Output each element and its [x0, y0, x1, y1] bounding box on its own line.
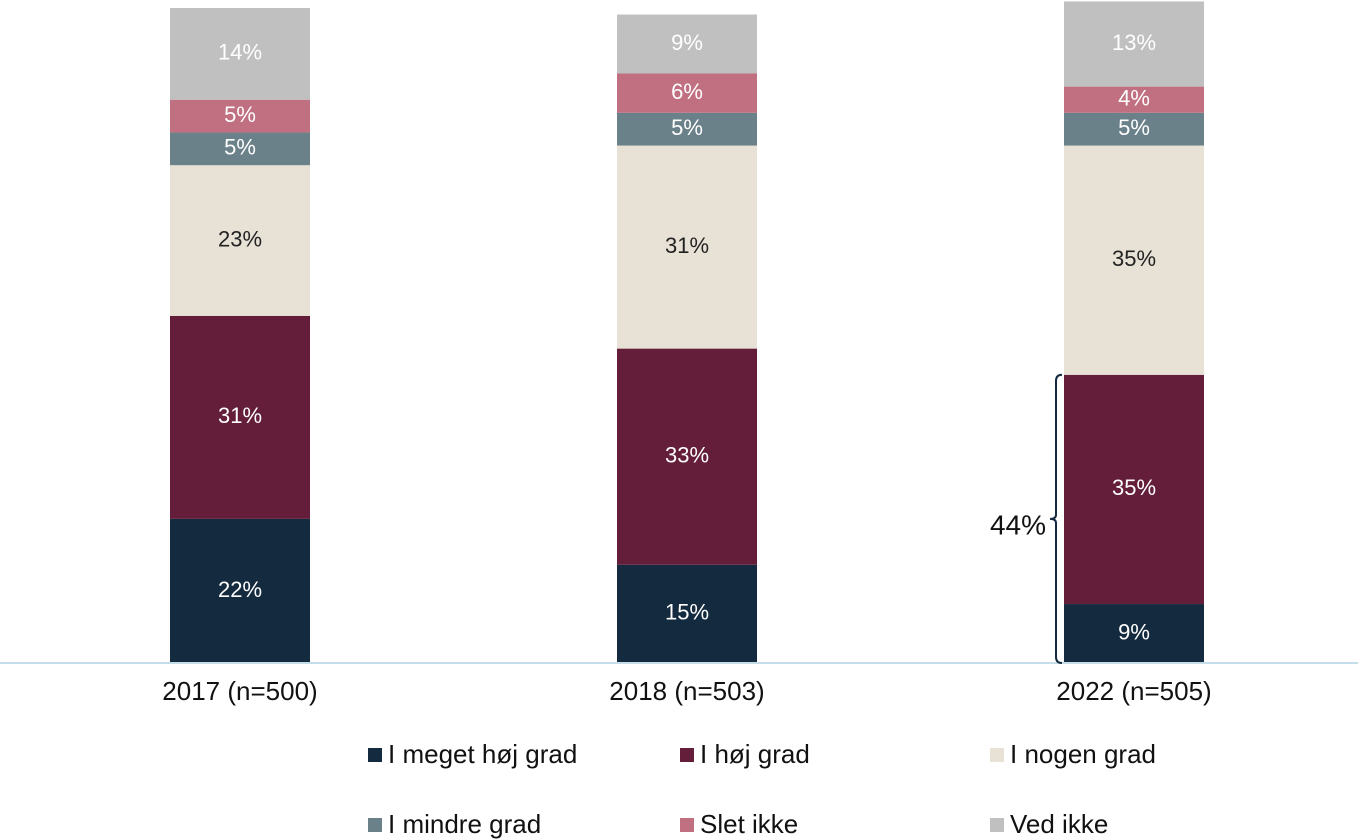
- legend-label: I meget høj grad: [388, 739, 577, 769]
- legend-swatch: [368, 818, 382, 832]
- legend-swatch: [680, 748, 694, 762]
- value-label: 5%: [671, 115, 703, 140]
- bar-segment: [170, 8, 310, 100]
- x-tick-label: 2018 (n=503): [609, 676, 764, 706]
- x-tick-label: 2017 (n=500): [162, 676, 317, 706]
- value-label: 22%: [218, 577, 262, 602]
- value-label: 31%: [218, 403, 262, 428]
- bar-segment: [1064, 1, 1204, 87]
- value-label: 9%: [1118, 619, 1150, 644]
- value-label: 33%: [665, 442, 709, 467]
- bar-segment: [617, 73, 757, 113]
- legend-label: I nogen grad: [1010, 739, 1156, 769]
- value-label: 35%: [1112, 475, 1156, 500]
- value-label: 5%: [224, 135, 256, 160]
- bar-segment: [1064, 145, 1204, 375]
- value-label: 5%: [224, 102, 256, 127]
- value-label: 9%: [671, 30, 703, 55]
- bar-segment: [617, 348, 757, 565]
- bar-segment: [1064, 86, 1204, 113]
- value-label: 15%: [665, 600, 709, 625]
- bar-segment: [1064, 374, 1204, 605]
- legend-swatch: [680, 818, 694, 832]
- bar-segment: [1064, 112, 1204, 146]
- value-label: 5%: [1118, 115, 1150, 140]
- legend-swatch: [990, 818, 1004, 832]
- legend-swatch: [368, 748, 382, 762]
- bar-segment: [170, 315, 310, 519]
- bar-segment: [170, 165, 310, 316]
- x-tick-label: 2022 (n=505): [1056, 676, 1211, 706]
- value-label: 4%: [1118, 86, 1150, 111]
- bar-segment: [617, 14, 757, 74]
- value-label: 23%: [218, 226, 262, 251]
- bracket: [1049, 373, 1063, 664]
- legend-label: Slet ikke: [700, 809, 798, 839]
- value-label: 6%: [671, 79, 703, 104]
- value-label: 13%: [1112, 30, 1156, 55]
- value-label: 14%: [218, 40, 262, 65]
- bar-segment: [1064, 604, 1204, 663]
- bar-segment: [617, 112, 757, 146]
- value-label: 31%: [665, 233, 709, 258]
- bar-segment: [170, 132, 310, 166]
- legend-label: I mindre grad: [388, 809, 541, 839]
- value-label: 35%: [1112, 246, 1156, 271]
- bar-segment: [617, 145, 757, 349]
- bar-segment: [617, 564, 757, 663]
- legend-label: I høj grad: [700, 739, 810, 769]
- bar-segment: [170, 518, 310, 663]
- legend-label: Ved ikke: [1010, 809, 1108, 839]
- bar-segment: [170, 99, 310, 133]
- annotation: 44%: [990, 509, 1046, 540]
- legend-swatch: [990, 748, 1004, 762]
